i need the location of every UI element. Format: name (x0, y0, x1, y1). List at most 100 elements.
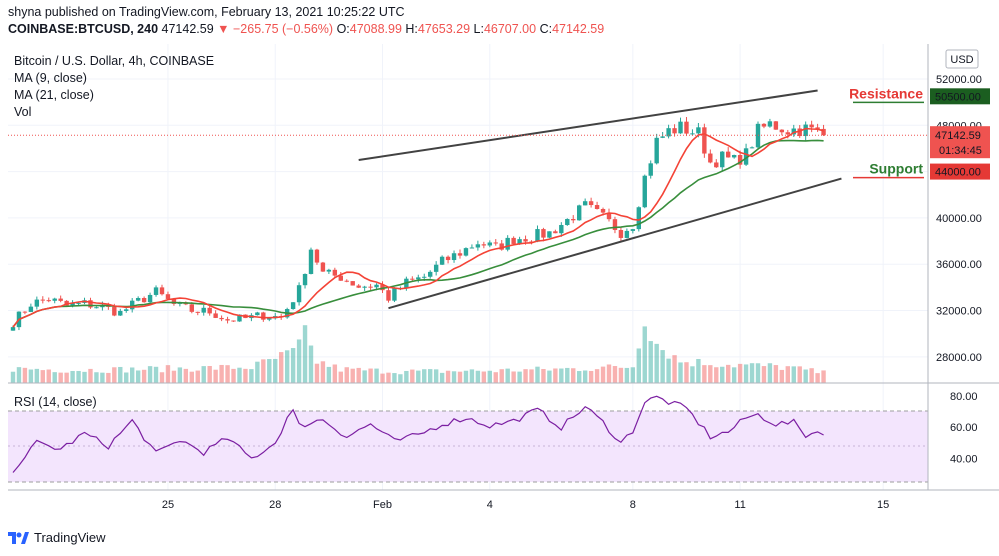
bar-countdown: 01:34:45 (939, 145, 982, 157)
candle-body (124, 309, 129, 311)
volume-bar (88, 368, 93, 383)
time-axis[interactable]: 25 28 Feb 4 8 11 15 (162, 499, 889, 511)
candle-body (159, 287, 165, 295)
volume-bar (582, 370, 588, 383)
candle-body (118, 310, 123, 316)
volume-bar (332, 364, 338, 383)
candle-body (559, 225, 564, 234)
volume-bar (320, 361, 326, 383)
candle-body (171, 298, 177, 304)
volume-bar (308, 345, 314, 383)
candle-body (22, 311, 28, 313)
currency-label: USD (950, 54, 973, 66)
volume-bar (475, 370, 481, 383)
volume-bar (588, 370, 594, 383)
volume-bar (577, 371, 582, 383)
volume-bar (201, 366, 206, 383)
candle-body (201, 307, 206, 313)
volume-legend: Vol (14, 105, 31, 119)
volume-bar (112, 367, 117, 383)
tradingview-logo[interactable]: TradingView (6, 528, 106, 546)
volume-bar (141, 369, 147, 383)
candle-body (70, 303, 75, 306)
candle-body (493, 242, 498, 244)
volume-bar (147, 366, 153, 383)
symbol-label: COINBASE:BTCUSD, 240 (8, 22, 159, 36)
volume-bar (52, 372, 57, 383)
volume-bar (130, 367, 135, 383)
volume-bar (273, 358, 278, 383)
candle-body (767, 121, 773, 127)
candle-body (594, 205, 600, 209)
volume-bar (457, 371, 463, 383)
volume-bar (100, 372, 105, 383)
candle-body (189, 304, 194, 312)
volume-bar (624, 367, 630, 383)
candle-body (779, 129, 785, 133)
price-tick-label: 36000.00 (936, 259, 982, 271)
candle-body (94, 307, 99, 309)
volume-bar (213, 369, 218, 383)
volume-bar (46, 369, 51, 383)
candle-body (702, 127, 707, 154)
volume-bar (195, 370, 200, 383)
time-tick-label: 4 (487, 499, 493, 511)
volume-bar (666, 358, 671, 383)
candle-body (612, 219, 618, 231)
candle-body (588, 201, 594, 206)
candle-body (785, 132, 790, 135)
candle-body (457, 253, 463, 256)
candle-body (439, 256, 445, 265)
candle-body (773, 121, 779, 130)
price-axis[interactable]: 52000.0048000.0044000.0040000.0036000.00… (936, 74, 982, 364)
volume-bar (737, 363, 743, 383)
high-value: 47653.29 (417, 22, 471, 36)
volume-bar (386, 372, 391, 383)
volume-bar (821, 370, 826, 383)
candle-body (46, 300, 51, 302)
candle-body (58, 298, 63, 301)
volume-bar (636, 348, 641, 383)
volume-bar (16, 367, 22, 383)
volume-bar (451, 371, 457, 383)
candle-body (344, 280, 349, 282)
candle-body (630, 229, 636, 231)
volume-bar (803, 369, 808, 383)
candle-body (386, 290, 391, 301)
close-value: 47142.59 (552, 22, 605, 36)
candle-body (690, 133, 695, 135)
candle-body (165, 294, 171, 299)
volume-bar (720, 366, 725, 383)
volume-bar (183, 368, 189, 383)
candle-body (392, 288, 397, 301)
volume-bar (523, 369, 528, 383)
volume-bar (749, 363, 755, 383)
volume-bars (10, 325, 826, 383)
candle-body (261, 312, 266, 320)
channel-upper-line[interactable] (358, 89, 818, 161)
resistance-badge-value: 50500.00 (935, 91, 981, 103)
price-chart[interactable]: Bitcoin / U.S. Dollar, 4h, COINBASE MA (… (0, 44, 999, 520)
volume-bar (469, 369, 475, 383)
candle-body (416, 277, 421, 280)
ma9-legend: MA (9, close) (14, 71, 87, 85)
volume-bar (76, 370, 81, 383)
volume-bar (94, 372, 99, 383)
volume-bar (726, 364, 731, 383)
volume-bar (743, 364, 749, 383)
price-tick-label: 32000.00 (936, 306, 982, 318)
candle-body (195, 311, 200, 313)
channel-lower-line[interactable] (388, 177, 842, 310)
volume-bar (696, 358, 701, 383)
candle-body (350, 281, 355, 286)
time-tick-label: 25 (162, 499, 174, 511)
candle-body (678, 121, 683, 134)
candle-body (517, 239, 522, 244)
volume-bar (642, 326, 647, 383)
price-tick-label: 40000.00 (936, 213, 982, 225)
candle-body (267, 318, 272, 320)
candle-body (237, 314, 242, 322)
time-tick-label: Feb (373, 499, 392, 511)
currency-box[interactable] (945, 49, 979, 69)
ma21-line (12, 139, 824, 328)
